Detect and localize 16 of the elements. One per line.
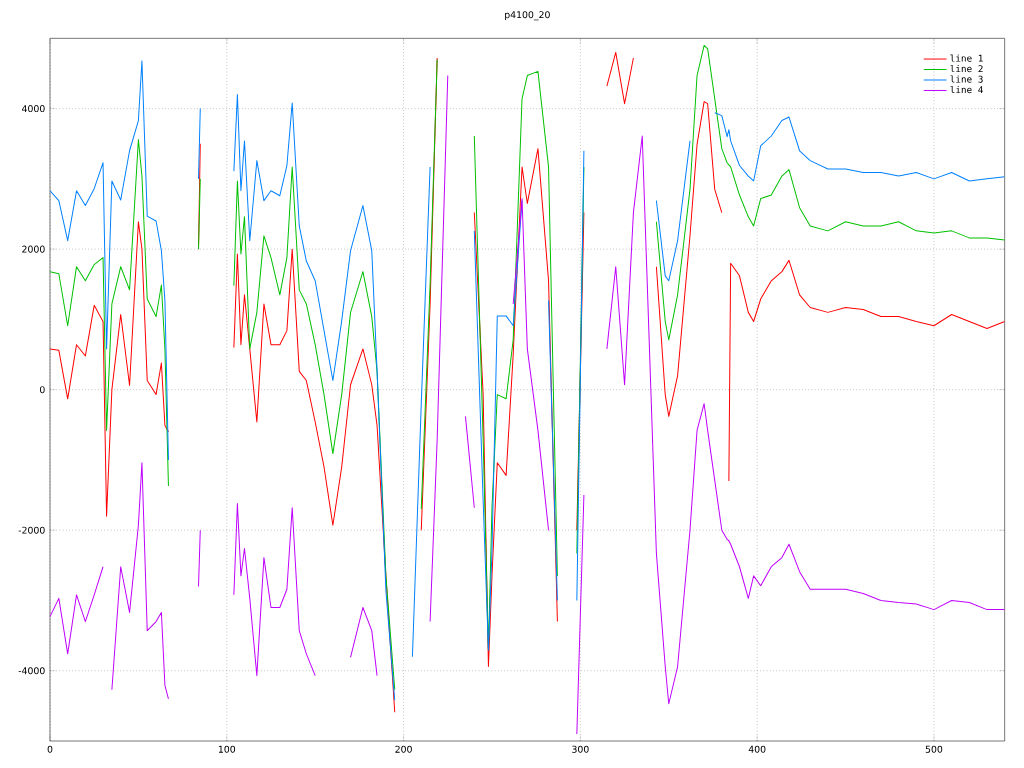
y-tick-label: 2000 xyxy=(22,245,45,253)
x-tick-label: 0 xyxy=(47,745,53,753)
y-tick-label: 0 xyxy=(39,386,45,394)
x-tick-label: 300 xyxy=(572,745,589,753)
y-tick-label: -4000 xyxy=(18,667,45,675)
legend-label: line 2 xyxy=(950,64,983,73)
y-tick-label: -2000 xyxy=(18,526,45,534)
y-tick-label: 4000 xyxy=(22,105,45,113)
chart-title: p4100_20 xyxy=(505,11,550,21)
legend-label: line 1 xyxy=(950,54,983,62)
legend-label: line 3 xyxy=(950,75,983,83)
x-tick-label: 200 xyxy=(395,745,412,753)
x-tick-label: 400 xyxy=(748,745,766,753)
x-tick-label: 500 xyxy=(925,745,943,753)
legend-label: line 4 xyxy=(950,85,983,94)
x-tick-label: 100 xyxy=(218,745,236,753)
